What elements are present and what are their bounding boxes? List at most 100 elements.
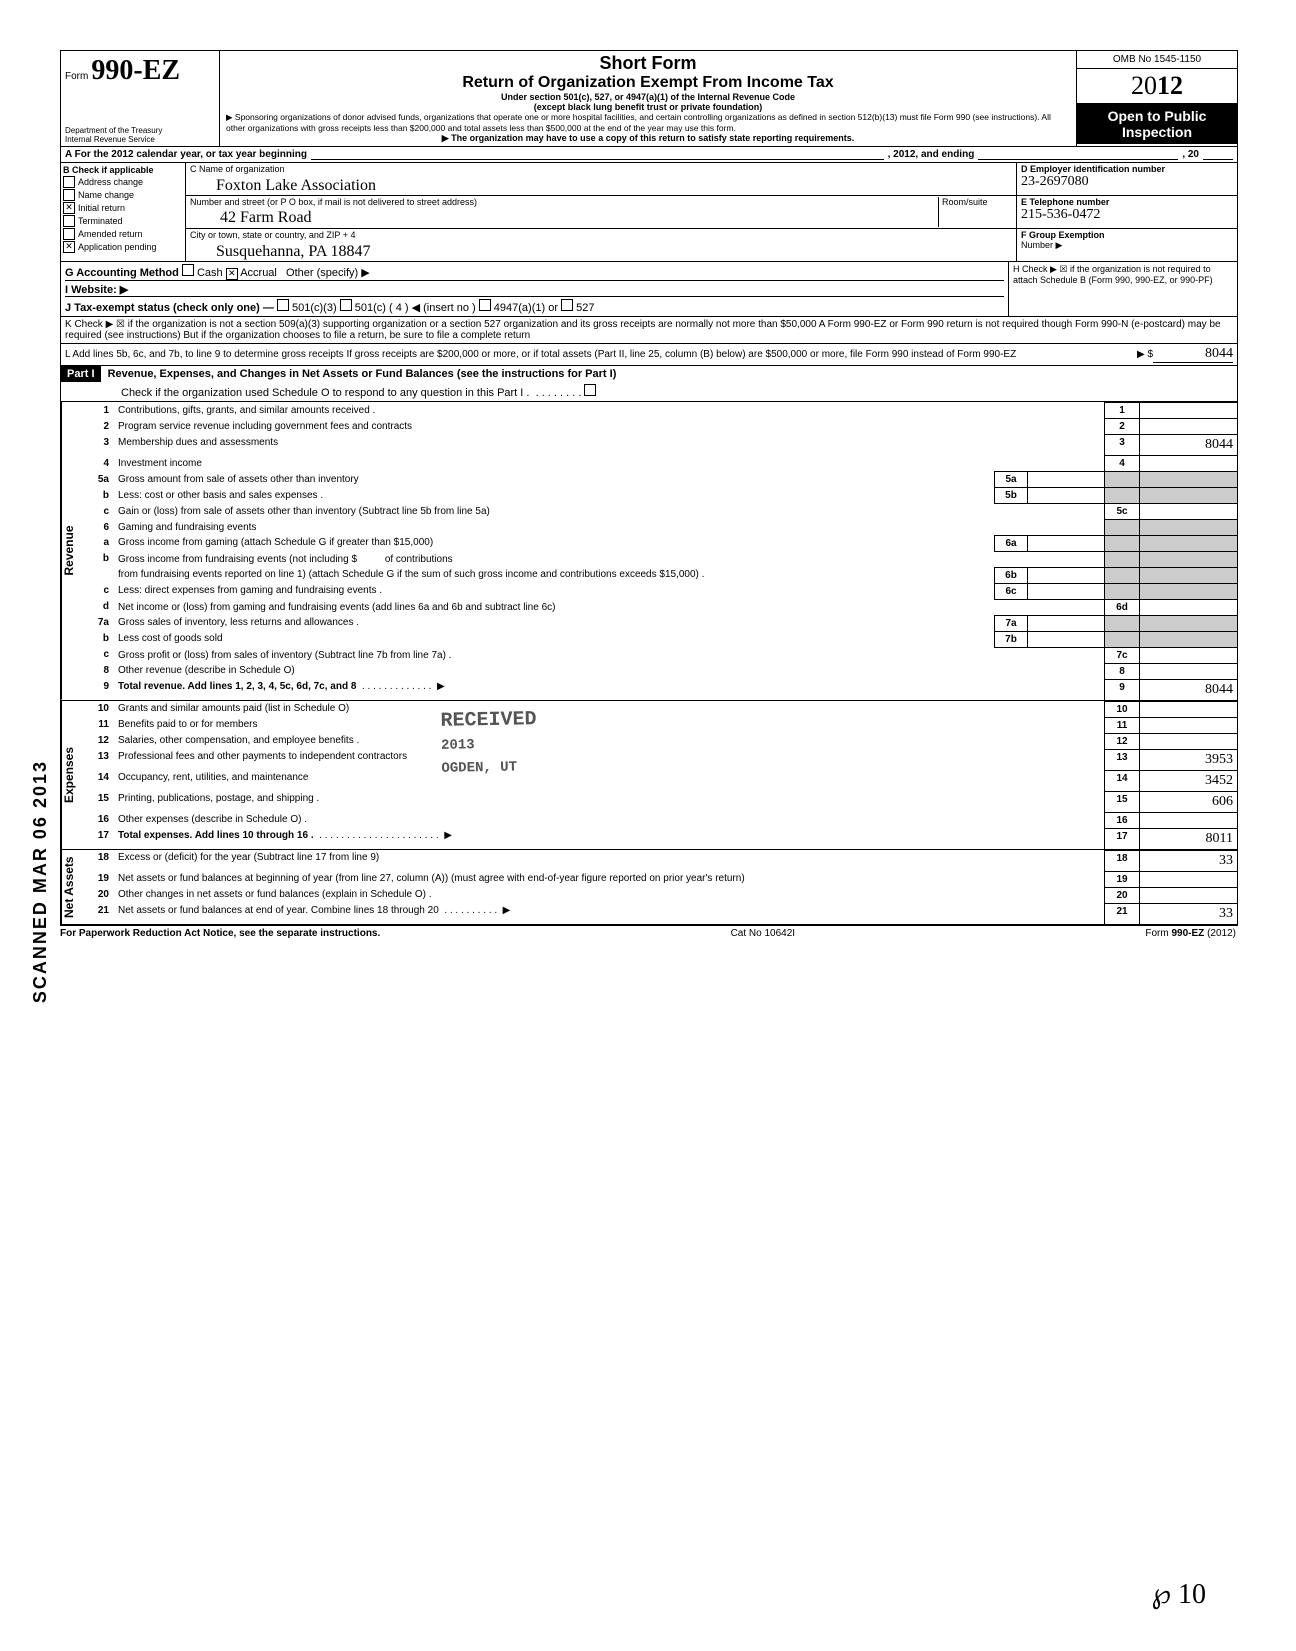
revenue-table: 1Contributions, gifts, grants, and simil… bbox=[82, 402, 1237, 700]
form-header: Form 990-EZ Department of the Treasury I… bbox=[61, 51, 1237, 147]
col-c-name-address: C Name of organization Foxton Lake Assoc… bbox=[186, 163, 1017, 261]
chk-address[interactable] bbox=[63, 176, 75, 188]
year-prefix: 20 bbox=[1131, 71, 1157, 100]
j-501c: 501(c) ( 4 ) ◀ (insert no ) bbox=[355, 302, 476, 314]
l16-text: Other expenses (describe in Schedule O) … bbox=[115, 812, 1105, 828]
title-return: Return of Organization Exempt From Incom… bbox=[226, 74, 1070, 92]
c-name-label: C Name of organization bbox=[190, 164, 285, 174]
l6-text: Gaming and fundraising events bbox=[115, 520, 1105, 536]
footer-left: For Paperwork Reduction Act Notice, see … bbox=[60, 928, 380, 939]
f-group-number: Number ▶ bbox=[1021, 240, 1062, 250]
expenses-vlabel: Expenses bbox=[61, 701, 82, 849]
c-addr-label: Number and street (or P O box, if mail i… bbox=[190, 197, 477, 207]
col-b-checkboxes: B Check if applicable Address change Nam… bbox=[61, 163, 186, 261]
line-l-text: L Add lines 5b, 6c, and 7b, to line 9 to… bbox=[65, 349, 1137, 360]
l3-text: Membership dues and assessments bbox=[115, 435, 995, 456]
period-label-a: A For the 2012 calendar year, or tax yea… bbox=[65, 149, 307, 160]
chk-501c3[interactable] bbox=[277, 299, 289, 311]
l11-text: Benefits paid to or for members bbox=[115, 717, 1105, 733]
l7b-text: Less cost of goods sold bbox=[115, 631, 995, 647]
header-right: OMB No 1545-1150 2012 Open to Public Ins… bbox=[1076, 51, 1237, 146]
g-cash: Cash bbox=[197, 267, 223, 279]
chk-amended[interactable] bbox=[63, 228, 75, 240]
chk-pending[interactable]: ✕ bbox=[63, 241, 75, 253]
inspection: Inspection bbox=[1079, 124, 1235, 140]
title-short-form: Short Form bbox=[226, 53, 1070, 74]
l14-text: Occupancy, rent, utilities, and maintena… bbox=[115, 770, 1105, 791]
chk-501c[interactable] bbox=[340, 299, 352, 311]
l17-text: Total expenses. Add lines 10 through 16 … bbox=[118, 830, 314, 841]
period-mid: , 2012, and ending bbox=[888, 149, 975, 160]
row-gh: G Accounting Method Cash ✕ Accrual Other… bbox=[61, 262, 1237, 317]
chk-name[interactable] bbox=[63, 189, 75, 201]
line-j: J Tax-exempt status (check only one) — 5… bbox=[65, 296, 1004, 314]
chk-terminated[interactable] bbox=[63, 215, 75, 227]
footer-mid: Cat No 10642I bbox=[731, 928, 796, 939]
org-address: 42 Farm Road bbox=[220, 209, 312, 227]
l6b-text2: of contributions bbox=[385, 554, 453, 565]
l2-text: Program service revenue including govern… bbox=[115, 419, 995, 435]
l18-text: Excess or (deficit) for the year (Subtra… bbox=[115, 850, 1105, 871]
g-label: G Accounting Method bbox=[65, 267, 179, 279]
l5c-text: Gain or (loss) from sale of assets other… bbox=[115, 504, 1105, 520]
received-stamp: RECEIVED 2013 OGDEN, UT bbox=[440, 708, 537, 779]
part1-label: Part I bbox=[61, 366, 101, 382]
revenue-section: Revenue 1Contributions, gifts, grants, a… bbox=[61, 402, 1237, 701]
l19-text: Net assets or fund balances at beginning… bbox=[115, 871, 1105, 887]
part1-title: Revenue, Expenses, and Changes in Net As… bbox=[104, 366, 621, 382]
chk-initial[interactable]: ✕ bbox=[63, 202, 75, 214]
footer-right: Form 990-EZ (2012) bbox=[1145, 928, 1236, 939]
j-501c3: 501(c)(3) bbox=[292, 302, 337, 314]
j-4947: 4947(a)(1) or bbox=[494, 302, 558, 314]
copy-line: ▶ The organization may have to use a cop… bbox=[226, 133, 1070, 144]
chk-527[interactable] bbox=[561, 299, 573, 311]
chk-name-label: Name change bbox=[78, 190, 134, 200]
room-suite-label: Room/suite bbox=[938, 197, 1012, 227]
l7a-text: Gross sales of inventory, less returns a… bbox=[115, 615, 995, 631]
org-name: Foxton Lake Association bbox=[216, 177, 376, 195]
l17-value: 8011 bbox=[1140, 828, 1238, 849]
form-footer: For Paperwork Reduction Act Notice, see … bbox=[60, 926, 1236, 941]
dept-treasury: Department of the Treasury bbox=[65, 126, 162, 135]
chk-4947[interactable] bbox=[479, 299, 491, 311]
expenses-table: 10Grants and similar amounts paid (list … bbox=[82, 701, 1237, 849]
chk-address-label: Address change bbox=[78, 177, 143, 187]
l5b-text: Less: cost or other basis and sales expe… bbox=[115, 488, 995, 504]
line-l: L Add lines 5b, 6c, and 7b, to line 9 to… bbox=[61, 344, 1237, 366]
l5a-text: Gross amount from sale of assets other t… bbox=[115, 472, 995, 488]
tax-year: 2012 bbox=[1077, 69, 1237, 104]
open-public: Open to Public bbox=[1079, 108, 1235, 124]
chk-amended-label: Amended return bbox=[78, 229, 143, 239]
irs-label: Internal Revenue Service bbox=[65, 135, 162, 144]
l6b-text1: Gross income from fundraising events (no… bbox=[118, 554, 357, 565]
l9-text: Total revenue. Add lines 1, 2, 3, 4, 5c,… bbox=[118, 681, 356, 692]
l9-value: 8044 bbox=[1140, 679, 1238, 700]
l8-text: Other revenue (describe in Schedule O) bbox=[115, 663, 1105, 679]
e-phone-label: E Telephone number bbox=[1021, 197, 1109, 207]
year-bold: 12 bbox=[1157, 71, 1183, 100]
l4-text: Investment income bbox=[115, 456, 995, 472]
identity-block: B Check if applicable Address change Nam… bbox=[61, 163, 1237, 262]
line-k: K Check ▶ ☒ if the organization is not a… bbox=[61, 317, 1237, 344]
line-l-value: 8044 bbox=[1153, 346, 1233, 363]
chk-schedule-o[interactable] bbox=[584, 384, 596, 396]
l7c-text: Gross profit or (loss) from sales of inv… bbox=[115, 647, 1105, 663]
period-row: A For the 2012 calendar year, or tax yea… bbox=[61, 147, 1237, 163]
page-signature: ℘ 10 bbox=[1151, 1577, 1206, 1611]
l20-text: Other changes in net assets or fund bala… bbox=[115, 887, 1105, 903]
col-def: D Employer identification number 23-2697… bbox=[1017, 163, 1237, 261]
part1-sub: Check if the organization used Schedule … bbox=[61, 382, 1237, 401]
form-990ez: Form 990-EZ Department of the Treasury I… bbox=[60, 50, 1238, 926]
chk-cash[interactable] bbox=[182, 264, 194, 276]
org-city: Susquehanna, PA 18847 bbox=[216, 243, 371, 261]
e-phone-value: 215-536-0472 bbox=[1021, 207, 1100, 222]
d-ein-value: 23-2697080 bbox=[1021, 174, 1089, 189]
l6c-text: Less: direct expenses from gaming and fu… bbox=[115, 583, 995, 599]
l14-value: 3452 bbox=[1140, 770, 1238, 791]
chk-accrual[interactable]: ✕ bbox=[226, 268, 238, 280]
form-number: 990-EZ bbox=[91, 55, 180, 86]
part1-header-row: Part I Revenue, Expenses, and Changes in… bbox=[61, 366, 1237, 402]
j-label: J Tax-exempt status (check only one) — bbox=[65, 302, 274, 314]
l13-value: 3953 bbox=[1140, 749, 1238, 770]
chk-terminated-label: Terminated bbox=[78, 216, 123, 226]
